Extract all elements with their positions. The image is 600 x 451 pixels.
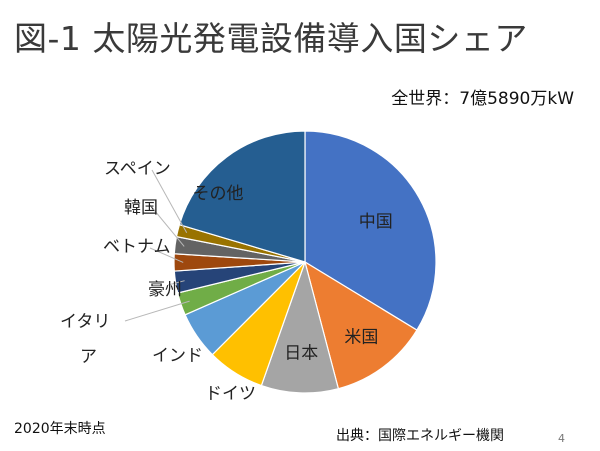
slice-label: 日本 [284,344,318,364]
leader-line [124,300,190,322]
slice-label: 中国 [359,212,393,232]
slice-label: 豪州 [148,279,182,300]
slice-label: ア [80,347,97,367]
slice-label: ドイツ [205,384,256,404]
slice-label: その他 [193,184,244,204]
slice-label: スペイン [104,159,171,179]
pie-slice [178,130,306,263]
slice-label: 米国 [344,328,378,348]
pie-slices [173,130,437,394]
pie-slice [304,130,437,331]
leader-line [167,280,185,286]
leader-line [151,169,188,234]
label-leader-lines [124,169,190,322]
slice-label: 韓国 [124,198,158,218]
leader-line [149,247,184,263]
slice-label: イタリ [60,312,110,332]
pie-slice [260,259,340,394]
world-total-label: 全世界：7億5890万kW [391,89,574,109]
slice-label: ベトナム [103,237,171,257]
source-note: 出典：国際エネルギー機関 [336,428,504,444]
as-of-note: 2020年末時点 [14,421,106,437]
leader-line [149,204,185,247]
chart-title: 図-1 太陽光発電設備導入国シェア [14,19,528,58]
pie-slice [304,260,418,390]
slice-label: インド [152,346,203,366]
page-number: 4 [558,432,565,445]
